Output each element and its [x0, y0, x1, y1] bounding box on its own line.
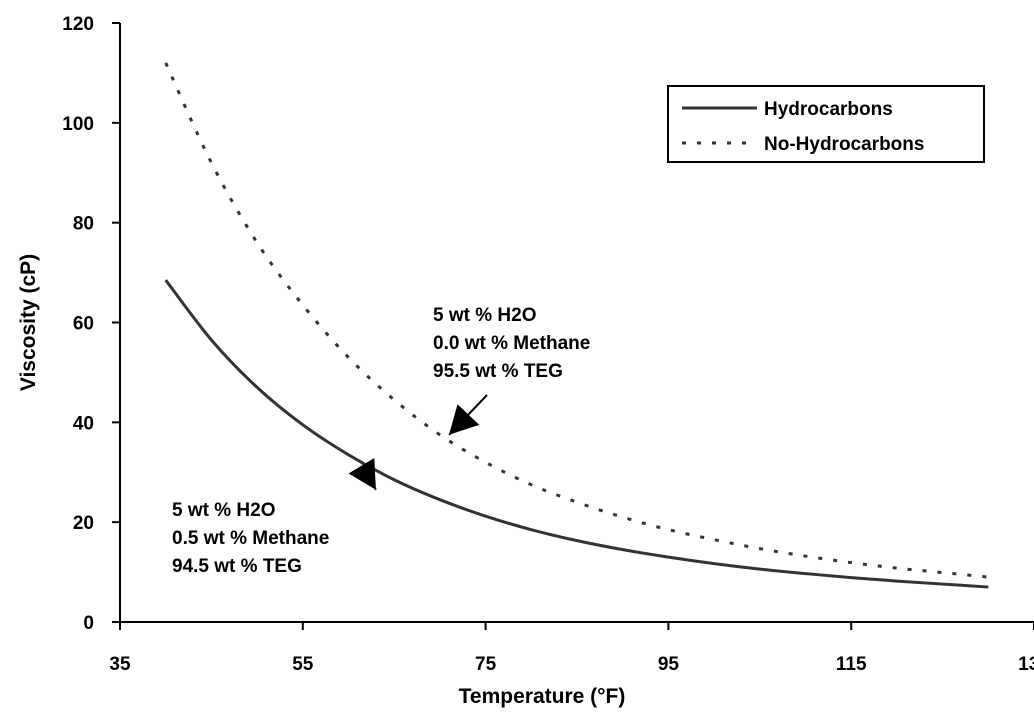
- legend: Hydrocarbons No-Hydrocarbons: [667, 85, 985, 163]
- y-tick-label: 40: [73, 413, 94, 434]
- y-tick-label: 80: [73, 214, 94, 235]
- annotation-line: 0.5 wt % Methane: [172, 528, 329, 549]
- y-tick-label: 60: [73, 314, 94, 335]
- series-layer: [164, 62, 989, 589]
- annotation-line: 95.5 wt % TEG: [433, 361, 563, 382]
- y-tick-label: 20: [73, 513, 94, 534]
- y-tick-label: 0: [83, 613, 94, 634]
- x-tick-label: 55: [292, 654, 314, 675]
- annotation-arrow-head: [449, 404, 480, 435]
- x-tick-label: 95: [658, 654, 680, 675]
- annotation-no-hydrocarbons-composition: 5 wt % H2O 0.0 wt % Methane 95.5 wt % TEG: [433, 305, 590, 436]
- annotation-line: 5 wt % H2O: [433, 305, 536, 326]
- legend-box: [667, 85, 985, 163]
- series-line-no-hydrocarbons: [164, 62, 989, 579]
- y-tick-label: 100: [62, 114, 94, 135]
- axes-layer: 0 20 40 60 80 100 120 35 55 75 95 115 135 Temperature…: [17, 14, 1034, 708]
- y-axis-title: Viscosity (cP): [17, 254, 40, 391]
- x-axis-title: Temperature (°F): [459, 685, 626, 708]
- annotation-line: 0.0 wt % Methane: [433, 333, 590, 354]
- annotation-line: 94.5 wt % TEG: [172, 556, 302, 577]
- legend-label: Hydrocarbons: [764, 99, 893, 120]
- x-tick-label: 135: [1018, 654, 1034, 675]
- annotation-arrow-head: [348, 458, 376, 490]
- x-tick-label: 35: [109, 654, 131, 675]
- annotation-hydrocarbons-composition: 5 wt % H2O 0.5 wt % Methane 94.5 wt % TEG: [172, 458, 377, 577]
- x-tick-label: 115: [836, 654, 867, 675]
- x-tick-label: 75: [475, 654, 497, 675]
- legend-label: No-Hydrocarbons: [764, 134, 924, 155]
- y-tick-label: 120: [62, 14, 94, 35]
- annotation-line: 5 wt % H2O: [172, 500, 275, 521]
- series-line-hydrocarbons: [164, 279, 989, 589]
